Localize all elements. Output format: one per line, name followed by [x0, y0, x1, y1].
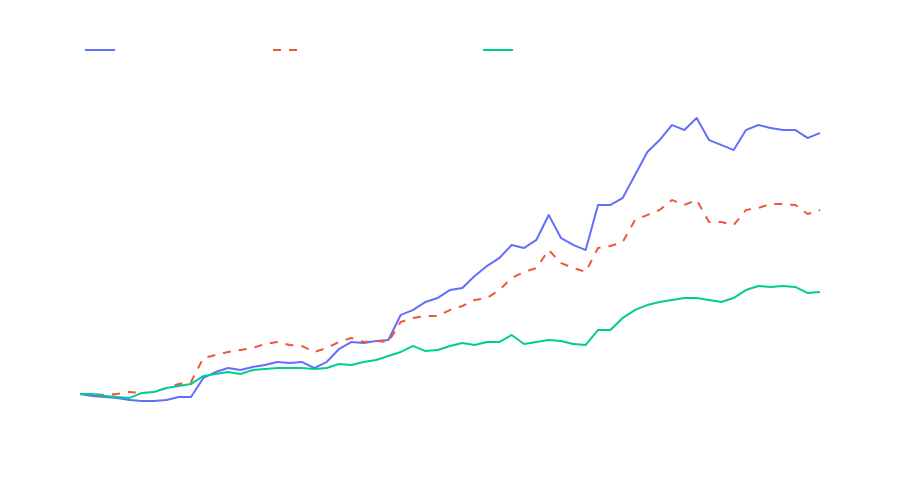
line-series — [80, 199, 821, 396]
line-series — [80, 285, 821, 399]
line-series — [79, 117, 821, 402]
